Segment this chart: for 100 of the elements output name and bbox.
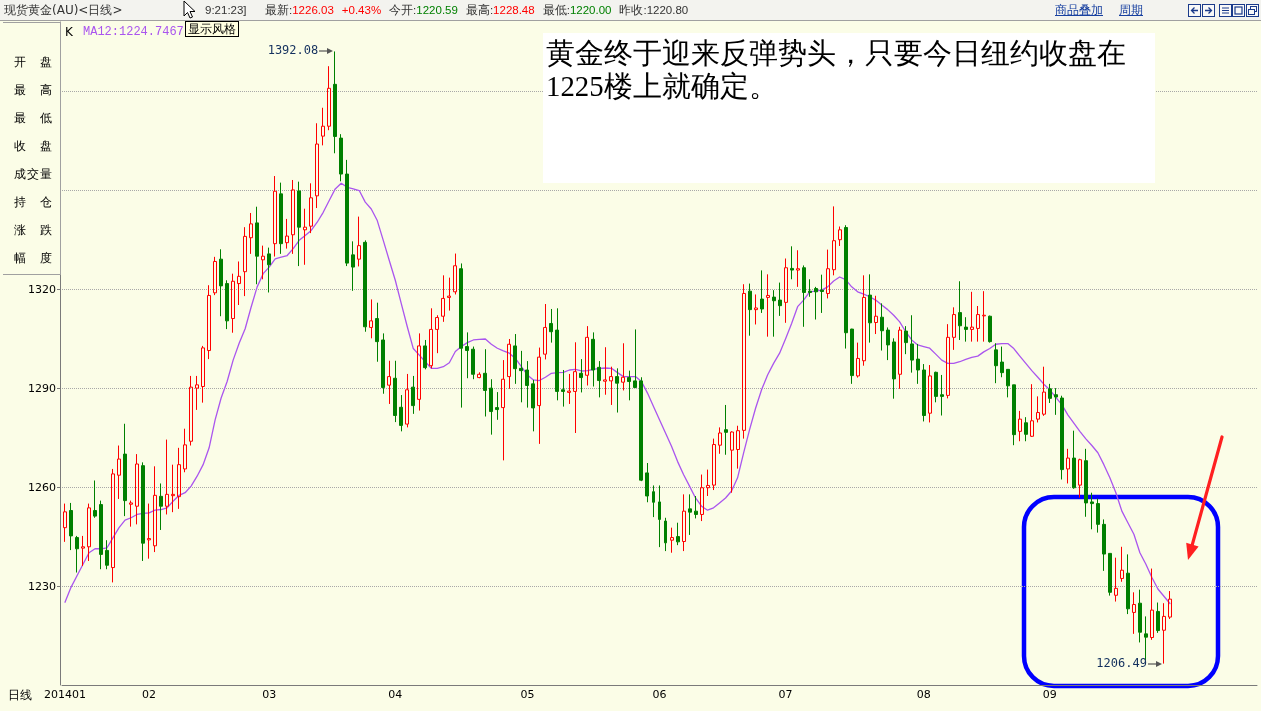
text: 昨收:1220.80 xyxy=(619,4,689,16)
candlestick xyxy=(357,216,361,267)
text: MA12:1224.7467 xyxy=(83,25,184,39)
candlestick xyxy=(766,273,770,338)
line-series xyxy=(64,182,1171,605)
candlestick xyxy=(1120,546,1124,583)
candlestick xyxy=(537,347,541,445)
candlestick xyxy=(928,364,932,423)
text: 开盘 xyxy=(14,54,52,71)
candlestick xyxy=(339,133,343,182)
candlestick xyxy=(736,425,740,470)
candlestick xyxy=(874,295,878,335)
candlestick xyxy=(519,350,523,403)
text: 成交量 xyxy=(14,166,52,183)
candlestick xyxy=(123,423,127,517)
candlestick xyxy=(261,245,265,280)
candlestick xyxy=(832,205,836,276)
candlestick xyxy=(231,273,235,334)
candlestick xyxy=(627,370,631,401)
candlestick xyxy=(243,226,247,297)
candlestick xyxy=(1102,518,1106,572)
candlestick xyxy=(1060,395,1064,480)
candlestick xyxy=(447,277,451,312)
candlestick xyxy=(483,348,487,417)
candlestick xyxy=(880,302,884,352)
candlestick xyxy=(706,469,710,497)
candlestick xyxy=(1012,384,1016,446)
candlestick xyxy=(393,360,397,423)
y-tick-label: 1260 xyxy=(28,480,56,494)
candlestick xyxy=(93,479,97,519)
x-tick-label: 05 xyxy=(520,688,535,701)
text: 今开:1220.59 xyxy=(389,4,458,16)
candlestick xyxy=(802,264,806,328)
candlestick xyxy=(856,342,860,379)
candlestick xyxy=(291,179,295,255)
candlestick xyxy=(273,175,277,258)
candlestick xyxy=(1150,568,1154,641)
candlestick xyxy=(778,282,782,317)
candlestick xyxy=(135,453,139,525)
candlestick xyxy=(531,379,535,432)
candlestick xyxy=(808,278,812,298)
candlestick xyxy=(970,291,974,343)
candlestick xyxy=(1114,557,1118,603)
candlestick xyxy=(784,258,788,324)
candlestick xyxy=(543,303,547,360)
candlestick xyxy=(561,369,565,408)
x-tick-label: 06 xyxy=(652,688,667,701)
candlestick xyxy=(904,325,908,355)
candlestick xyxy=(207,284,211,360)
candlestick xyxy=(549,308,553,344)
candlestick xyxy=(892,337,896,400)
text: 最低 xyxy=(14,110,52,127)
candlestick xyxy=(688,493,692,536)
candlestick xyxy=(1066,448,1070,484)
candlestick xyxy=(495,391,499,421)
candlestick xyxy=(862,274,866,367)
candlestick xyxy=(465,331,469,379)
candlestick xyxy=(615,367,619,414)
candlestick xyxy=(772,289,776,338)
candlestick xyxy=(976,305,980,343)
candlestick xyxy=(471,346,475,380)
candlestick xyxy=(279,182,283,255)
candlestick xyxy=(1090,492,1094,530)
candlestick xyxy=(177,447,181,510)
candlestick xyxy=(63,503,67,543)
candlestick xyxy=(700,474,704,522)
candlestick xyxy=(105,539,109,570)
candlestick xyxy=(748,283,752,337)
candlestick xyxy=(1024,416,1028,442)
candlestick xyxy=(345,159,349,267)
candlestick xyxy=(363,239,367,333)
text: 周期 xyxy=(1119,3,1143,17)
candlestick xyxy=(597,360,601,398)
candlestick xyxy=(87,503,91,562)
candlestick xyxy=(165,439,169,515)
candlestick xyxy=(249,212,253,255)
candlestick xyxy=(195,375,199,411)
candlestick xyxy=(315,122,319,209)
candlestick xyxy=(603,346,607,396)
candlestick xyxy=(742,283,746,440)
x-tick-label: 02 xyxy=(142,688,157,701)
candlestick xyxy=(1042,366,1046,417)
candlestick xyxy=(760,269,764,314)
annotation: K xyxy=(65,25,73,39)
candlestick xyxy=(111,468,115,583)
x-tick-label: 03 xyxy=(262,688,277,701)
candlestick xyxy=(1126,553,1130,615)
candlestick xyxy=(633,328,637,389)
candlestick xyxy=(321,107,325,146)
candlestick xyxy=(712,438,716,491)
candlestick xyxy=(664,517,667,552)
candlestick xyxy=(994,342,998,384)
candlestick xyxy=(820,274,824,314)
candlestick xyxy=(81,535,85,567)
candlestick xyxy=(958,280,962,341)
candlestick xyxy=(117,445,121,500)
candlestick xyxy=(585,325,589,386)
candlestick xyxy=(910,314,914,374)
candlestick xyxy=(507,338,511,390)
candlestick xyxy=(189,375,193,447)
